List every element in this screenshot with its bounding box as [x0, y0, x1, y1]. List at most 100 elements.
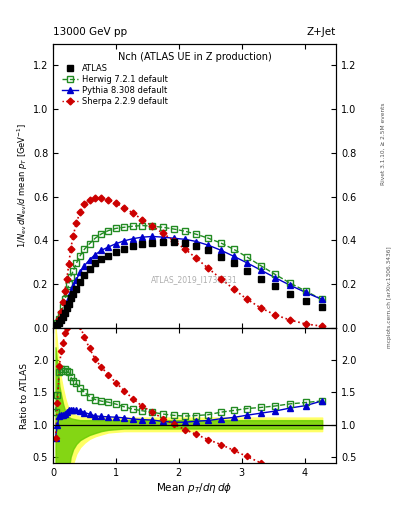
Sherpa 2.2.9 default	[62, 288, 67, 294]
ATLAS	[114, 249, 118, 255]
ATLAS	[258, 275, 263, 282]
ATLAS	[53, 323, 58, 329]
Sherpa 2.2.9 default	[273, 312, 277, 318]
Text: Nch (ATLAS UE in Z production): Nch (ATLAS UE in Z production)	[118, 52, 272, 62]
ATLAS	[219, 254, 223, 260]
Pythia 8.308 default	[99, 247, 104, 253]
Sherpa 2.2.9 default	[57, 316, 62, 322]
Pythia 8.308 default	[219, 247, 223, 253]
Herwig 7.2.1 default	[258, 263, 263, 269]
Pythia 8.308 default	[61, 312, 66, 318]
Herwig 7.2.1 default	[140, 223, 145, 229]
Text: mcplots.cern.ch [arXiv:1306.3436]: mcplots.cern.ch [arXiv:1306.3436]	[387, 246, 392, 348]
Sherpa 2.2.9 default	[206, 265, 211, 271]
Sherpa 2.2.9 default	[114, 200, 118, 206]
Sherpa 2.2.9 default	[59, 308, 64, 314]
Herwig 7.2.1 default	[130, 223, 135, 229]
Pythia 8.308 default	[273, 274, 277, 281]
Herwig 7.2.1 default	[53, 322, 58, 328]
Herwig 7.2.1 default	[62, 296, 67, 303]
Herwig 7.2.1 default	[93, 235, 97, 241]
Herwig 7.2.1 default	[64, 289, 69, 295]
ATLAS	[57, 320, 62, 326]
Line: Sherpa 2.2.9 default: Sherpa 2.2.9 default	[55, 198, 322, 326]
Pythia 8.308 default	[194, 239, 199, 245]
Herwig 7.2.1 default	[303, 288, 308, 294]
Pythia 8.308 default	[320, 296, 325, 303]
Herwig 7.2.1 default	[219, 240, 223, 246]
Herwig 7.2.1 default	[273, 271, 277, 278]
Text: Rivet 3.1.10, ≥ 2.5M events: Rivet 3.1.10, ≥ 2.5M events	[381, 102, 386, 185]
Pythia 8.308 default	[244, 260, 249, 266]
ATLAS	[74, 286, 79, 292]
Sherpa 2.2.9 default	[219, 275, 223, 282]
X-axis label: Mean $p_T/d\eta\,d\phi$: Mean $p_T/d\eta\,d\phi$	[156, 481, 233, 495]
Sherpa 2.2.9 default	[244, 296, 249, 302]
Pythia 8.308 default	[150, 233, 155, 240]
Sherpa 2.2.9 default	[106, 197, 111, 203]
ATLAS	[99, 256, 104, 262]
Pythia 8.308 default	[206, 242, 211, 248]
Pythia 8.308 default	[183, 236, 187, 242]
Sherpa 2.2.9 default	[68, 246, 73, 252]
Pythia 8.308 default	[161, 234, 165, 240]
Herwig 7.2.1 default	[57, 316, 62, 322]
Herwig 7.2.1 default	[194, 231, 199, 238]
Sherpa 2.2.9 default	[140, 217, 145, 223]
Pythia 8.308 default	[93, 251, 97, 258]
Herwig 7.2.1 default	[68, 273, 73, 280]
Herwig 7.2.1 default	[99, 231, 104, 237]
Y-axis label: Ratio to ATLAS: Ratio to ATLAS	[20, 362, 29, 429]
ATLAS	[288, 291, 292, 297]
ATLAS	[161, 239, 165, 245]
Sherpa 2.2.9 default	[61, 299, 66, 305]
Sherpa 2.2.9 default	[87, 197, 92, 203]
ATLAS	[106, 252, 111, 259]
ATLAS	[66, 301, 71, 307]
Herwig 7.2.1 default	[161, 224, 165, 230]
Pythia 8.308 default	[64, 301, 69, 307]
Herwig 7.2.1 default	[78, 252, 83, 259]
Line: Pythia 8.308 default: Pythia 8.308 default	[55, 237, 322, 326]
Herwig 7.2.1 default	[106, 227, 111, 233]
ATLAS	[303, 297, 308, 304]
Pythia 8.308 default	[68, 289, 73, 295]
Sherpa 2.2.9 default	[231, 286, 236, 292]
ATLAS	[122, 246, 127, 252]
Y-axis label: $1/N_{\rm ev}\,dN_{\rm ev}/d$ mean $p_T$ [GeV$^{-1}$]: $1/N_{\rm ev}\,dN_{\rm ev}/d$ mean $p_T$…	[16, 123, 30, 248]
Sherpa 2.2.9 default	[130, 210, 135, 216]
Herwig 7.2.1 default	[150, 223, 155, 229]
ATLAS	[194, 243, 199, 249]
Sherpa 2.2.9 default	[171, 238, 176, 244]
ATLAS	[64, 305, 69, 311]
Herwig 7.2.1 default	[171, 226, 176, 232]
Pythia 8.308 default	[71, 283, 75, 289]
ATLAS	[140, 241, 145, 247]
Herwig 7.2.1 default	[231, 246, 236, 252]
Herwig 7.2.1 default	[61, 304, 66, 310]
Sherpa 2.2.9 default	[122, 204, 127, 210]
Herwig 7.2.1 default	[55, 320, 60, 326]
Pythia 8.308 default	[55, 322, 60, 328]
ATLAS	[78, 279, 83, 285]
Sherpa 2.2.9 default	[82, 201, 87, 207]
Line: ATLAS: ATLAS	[52, 239, 325, 329]
Herwig 7.2.1 default	[114, 225, 118, 231]
Pythia 8.308 default	[87, 257, 92, 263]
ATLAS	[82, 272, 87, 279]
Herwig 7.2.1 default	[206, 235, 211, 241]
Legend: ATLAS, Herwig 7.2.1 default, Pythia 8.308 default, Sherpa 2.2.9 default: ATLAS, Herwig 7.2.1 default, Pythia 8.30…	[60, 62, 169, 108]
Herwig 7.2.1 default	[74, 260, 79, 266]
ATLAS	[273, 283, 277, 289]
Sherpa 2.2.9 default	[99, 195, 104, 201]
ATLAS	[171, 239, 176, 245]
Herwig 7.2.1 default	[288, 280, 292, 286]
Herwig 7.2.1 default	[87, 241, 92, 247]
Sherpa 2.2.9 default	[303, 321, 308, 327]
Herwig 7.2.1 default	[183, 228, 187, 234]
Sherpa 2.2.9 default	[150, 223, 155, 229]
ATLAS	[231, 260, 236, 266]
Sherpa 2.2.9 default	[55, 321, 60, 327]
Herwig 7.2.1 default	[59, 311, 64, 317]
Sherpa 2.2.9 default	[183, 246, 187, 252]
